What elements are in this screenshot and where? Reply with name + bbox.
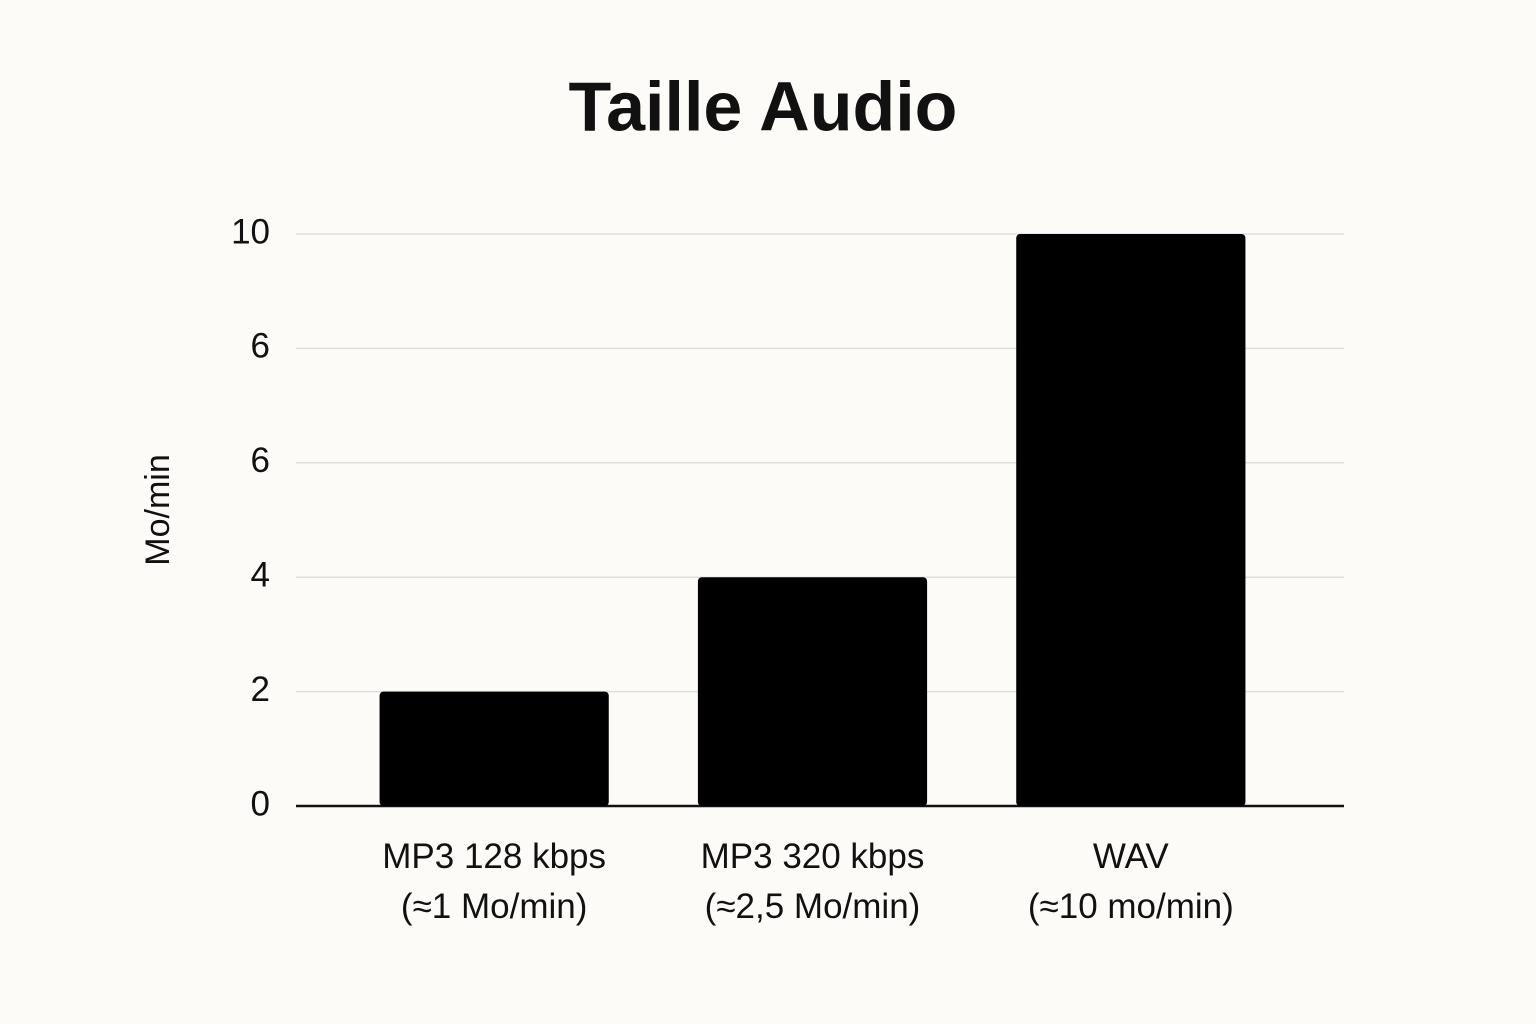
bar xyxy=(379,691,609,806)
y-tick-label: 6 xyxy=(251,327,270,366)
y-tick-label: 4 xyxy=(251,555,270,594)
y-tick-label: 10 xyxy=(231,212,270,251)
y-tick-label: 0 xyxy=(251,784,270,823)
y-axis-label: Mo/min xyxy=(139,454,177,565)
x-tick-label: MP3 128 kbps (≈1 Mo/min) xyxy=(382,837,607,926)
y-tick-label: 2 xyxy=(251,670,270,709)
y-tick-label: 6 xyxy=(251,441,270,480)
chart-title: Taille Audio xyxy=(569,67,958,145)
bar xyxy=(1016,234,1246,806)
bar xyxy=(697,577,928,806)
x-tick-label: MP3 320 kbps (≈2,5 Mo/min) xyxy=(700,837,925,926)
x-tick-label: WAV (≈10 mo/min) xyxy=(1027,837,1234,926)
